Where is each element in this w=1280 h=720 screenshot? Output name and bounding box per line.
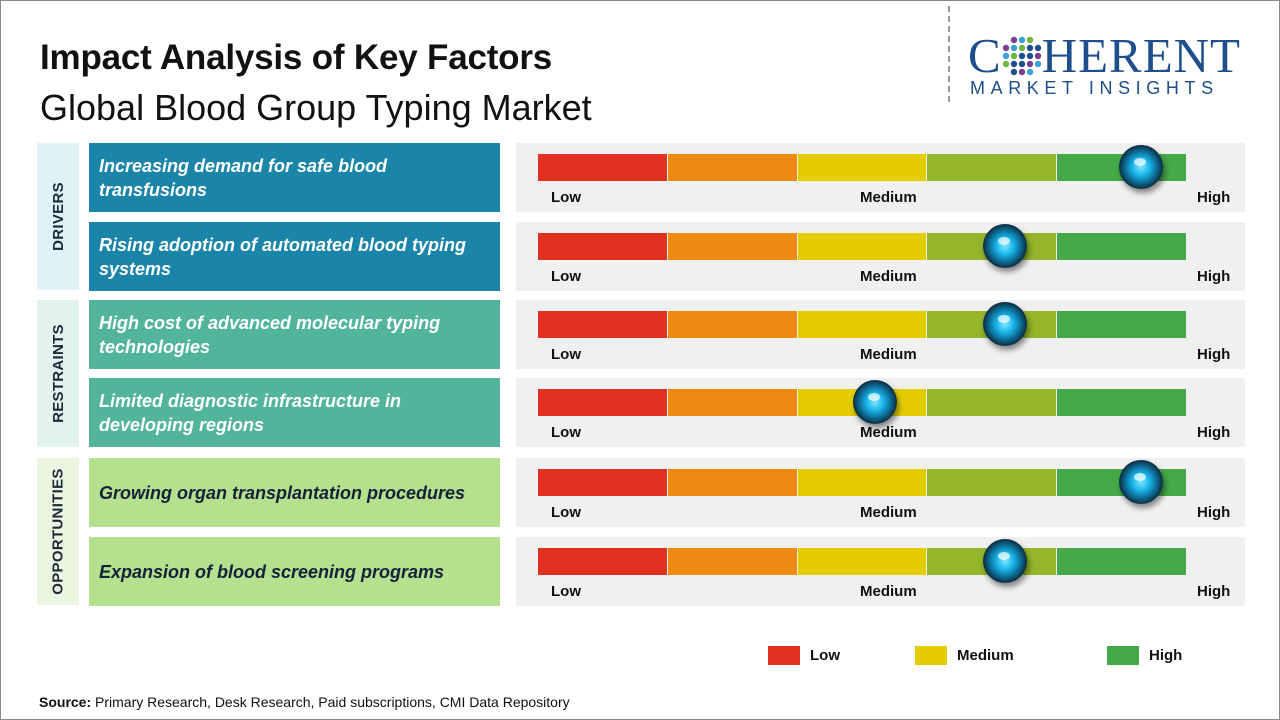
scale-segment-1 [538, 548, 667, 575]
source-label: Source: [39, 694, 92, 710]
logo-tagline: MARKET INSIGHTS [970, 78, 1219, 98]
factor-label: Limited diagnostic infrastructure in dev… [89, 378, 500, 447]
logo-letter: C [968, 28, 1002, 83]
logo-letters: HERENT [1041, 28, 1241, 83]
impact-indicator-knob [982, 302, 1027, 346]
legend-label-high: High [1149, 647, 1183, 664]
scale-label-medium: Medium [860, 189, 917, 206]
scale-segment-4 [927, 469, 1057, 496]
impact-meter: Low Medium High [516, 143, 1245, 212]
category-text: OPPORTUNITIES [49, 468, 67, 595]
impact-meter: Low Medium High [516, 300, 1245, 369]
scale-segment-1 [538, 389, 667, 416]
impact-scale-bar [538, 233, 1186, 260]
scale-segment-5 [1057, 389, 1186, 416]
logo-dots-icon [1002, 36, 1041, 76]
company-logo: C HERENT MARKET INSIGHTS [968, 30, 1268, 102]
scale-segment-2 [667, 548, 797, 575]
category-text: DRIVERS [49, 182, 67, 251]
impact-meter: Low Medium High [516, 458, 1245, 527]
scale-label-high: High [1197, 583, 1231, 600]
scale-label-low: Low [551, 268, 581, 285]
factor-label: High cost of advanced molecular typing t… [89, 300, 500, 369]
scale-segment-3 [797, 154, 927, 181]
category-label-restraints: RESTRAINTS [37, 300, 79, 447]
impact-scale-bar [538, 154, 1186, 181]
scale-label-high: High [1197, 424, 1231, 441]
scale-segment-2 [667, 154, 797, 181]
scale-segment-1 [538, 469, 667, 496]
scale-label-medium: Medium [860, 268, 917, 285]
scale-segment-5 [1057, 548, 1186, 575]
scale-label-medium: Medium [860, 504, 917, 521]
category-label-drivers: DRIVERS [37, 143, 79, 290]
impact-indicator-knob [1118, 145, 1163, 189]
impact-indicator-knob [982, 224, 1027, 268]
scale-label-medium: Medium [860, 346, 917, 363]
scale-label-medium: Medium [860, 583, 917, 600]
scale-segment-3 [797, 311, 927, 338]
scale-label-low: Low [551, 346, 581, 363]
scale-label-high: High [1197, 504, 1231, 521]
scale-label-low: Low [551, 583, 581, 600]
scale-segment-1 [538, 311, 667, 338]
scale-segment-1 [538, 154, 667, 181]
legend-item-low: Low [768, 646, 840, 665]
source-note: Source: Primary Research, Desk Research,… [39, 694, 570, 710]
factor-label: Rising adoption of automated blood typin… [89, 222, 500, 291]
impact-scale-bar [538, 548, 1186, 575]
scale-label-high: High [1197, 268, 1231, 285]
factor-label: Growing organ transplantation procedures [89, 458, 500, 527]
category-label-opportunities: OPPORTUNITIES [37, 458, 79, 605]
scale-label-medium: Medium [860, 424, 917, 441]
factor-label: Expansion of blood screening programs [89, 537, 500, 606]
logo-wordmark: C HERENT [968, 30, 1241, 82]
impact-meter: Low Medium High [516, 378, 1245, 447]
scale-segment-5 [1057, 311, 1186, 338]
header-divider [948, 6, 950, 102]
scale-segment-3 [797, 548, 927, 575]
legend-swatch-low [768, 646, 800, 665]
scale-segment-4 [927, 154, 1057, 181]
page-subtitle: Global Blood Group Typing Market [40, 87, 592, 128]
category-text: RESTRAINTS [49, 324, 67, 423]
legend-label-low: Low [810, 647, 840, 664]
scale-segment-3 [797, 233, 927, 260]
scale-label-high: High [1197, 189, 1231, 206]
legend-swatch-high [1107, 646, 1139, 665]
impact-indicator-knob [1118, 460, 1163, 504]
source-text: Primary Research, Desk Research, Paid su… [95, 694, 570, 710]
scale-segment-2 [667, 469, 797, 496]
scale-label-low: Low [551, 504, 581, 521]
impact-indicator-knob [852, 380, 897, 424]
impact-indicator-knob [982, 539, 1027, 583]
scale-segment-1 [538, 233, 667, 260]
factor-label: Increasing demand for safe blood transfu… [89, 143, 500, 212]
scale-label-low: Low [551, 189, 581, 206]
scale-segment-3 [797, 469, 927, 496]
impact-meter: Low Medium High [516, 222, 1245, 291]
page-title: Impact Analysis of Key Factors [40, 38, 553, 77]
impact-scale-bar [538, 311, 1186, 338]
scale-segment-2 [667, 311, 797, 338]
scale-label-high: High [1197, 346, 1231, 363]
scale-label-low: Low [551, 424, 581, 441]
legend-item-high: High [1107, 646, 1182, 665]
legend-label-medium: Medium [957, 647, 1014, 664]
scale-segment-2 [667, 233, 797, 260]
scale-segment-5 [1057, 233, 1186, 260]
impact-scale-bar [538, 469, 1186, 496]
legend-swatch-medium [915, 646, 947, 665]
legend-item-medium: Medium [915, 646, 1014, 665]
scale-segment-4 [927, 389, 1057, 416]
impact-meter: Low Medium High [516, 537, 1245, 606]
scale-segment-2 [667, 389, 797, 416]
